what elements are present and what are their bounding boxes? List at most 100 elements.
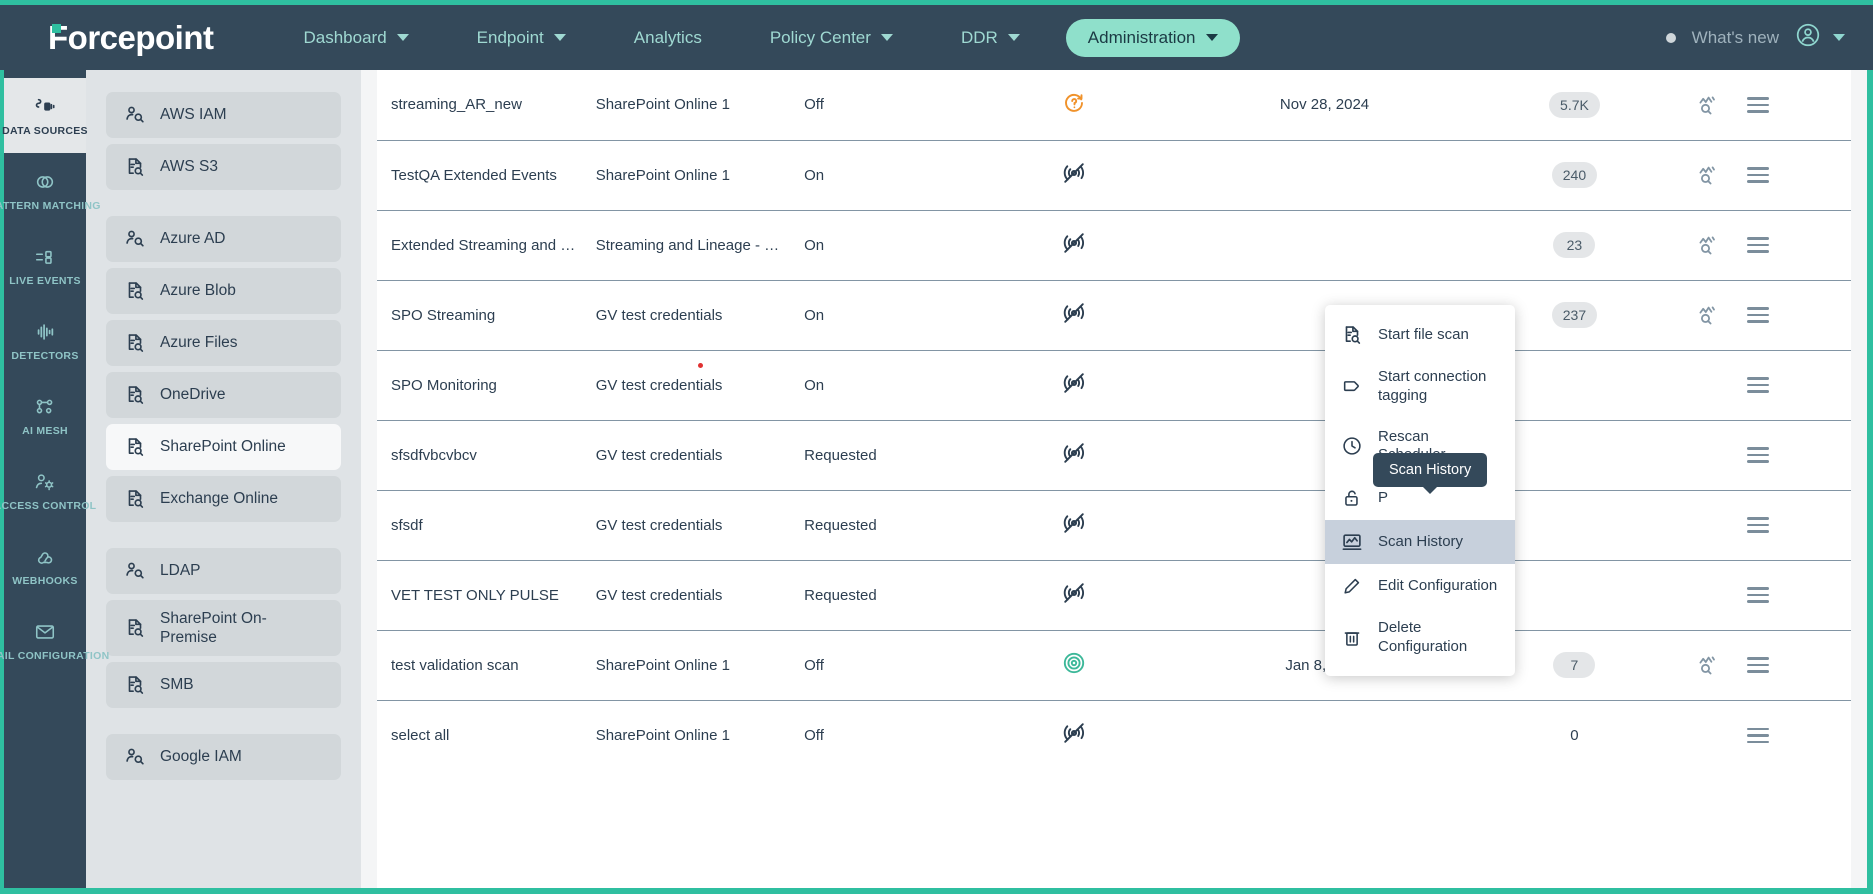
nav-right-group: What's new bbox=[1665, 22, 1845, 53]
row-state-cell: Requested bbox=[798, 419, 1001, 490]
row-credentials-cell: GV test credentials bbox=[589, 419, 799, 490]
sidebar-item-ai-mesh[interactable]: AI MESH bbox=[4, 378, 86, 453]
row-credentials-cell: SharePoint Online 1 bbox=[589, 699, 799, 770]
table-row[interactable]: sfsdfvbcvbcv GV test credentials Requested bbox=[377, 419, 1851, 490]
nav-item-ddr[interactable]: DDR bbox=[939, 19, 1042, 57]
chart-search-icon[interactable] bbox=[1697, 303, 1721, 327]
menu-item-start-file-scan[interactable]: Start file scan bbox=[1325, 313, 1515, 357]
row-menu-button[interactable] bbox=[1747, 233, 1770, 257]
data-source-item-google-iam[interactable]: Google IAM bbox=[106, 734, 341, 780]
row-credentials-label: GV test credentials bbox=[595, 376, 723, 394]
nav-item-administration[interactable]: Administration bbox=[1065, 18, 1240, 57]
data-source-group-divider bbox=[106, 714, 341, 734]
broadcast-off-icon bbox=[1062, 723, 1086, 749]
main-content: streaming_AR_new SharePoint Online 1 Off No… bbox=[361, 70, 1867, 888]
menu-item-start-connection-tagging[interactable]: Start connection tagging bbox=[1325, 357, 1515, 417]
data-source-item-label: SMB bbox=[160, 676, 194, 693]
data-source-item-label: Exchange Online bbox=[160, 490, 279, 507]
row-menu-button[interactable] bbox=[1747, 513, 1770, 537]
data-source-item-ldap[interactable]: LDAP bbox=[106, 548, 341, 594]
sidebar-item-webhooks[interactable]: WEBHOOKS bbox=[4, 528, 86, 603]
sidebar-item-access-control[interactable]: ACCESS CONTROL bbox=[0, 453, 96, 528]
menu-item-edit-configuration[interactable]: Edit Configuration bbox=[1325, 564, 1515, 608]
data-source-item-aws-s3[interactable]: AWS S3 bbox=[106, 144, 341, 190]
sidebar-item-detectors[interactable]: DETECTORS bbox=[4, 303, 86, 378]
row-credentials-cell: GV test credentials bbox=[589, 279, 799, 350]
alert-dot-icon bbox=[697, 362, 703, 368]
nav-item-label: Dashboard bbox=[303, 27, 387, 47]
row-menu-button[interactable] bbox=[1747, 163, 1770, 187]
sidebar-item-data-sources[interactable]: DATA SOURCES bbox=[2, 78, 88, 153]
row-menu-button[interactable] bbox=[1747, 93, 1770, 117]
nav-item-policy-center[interactable]: Policy Center bbox=[748, 19, 915, 57]
data-source-item-label: Azure Blob bbox=[160, 282, 236, 299]
row-name-cell: SPO Monitoring bbox=[377, 349, 590, 420]
row-credentials-cell: GV test credentials bbox=[589, 489, 799, 560]
data-source-item-smb[interactable]: SMB bbox=[106, 662, 341, 708]
row-state-cell: On bbox=[798, 279, 1001, 350]
user-search-icon bbox=[124, 104, 146, 126]
menu-item-scan-history[interactable]: Scan History bbox=[1325, 520, 1515, 564]
row-status-icon-cell bbox=[1000, 279, 1192, 350]
row-status-icon-cell bbox=[1000, 419, 1192, 490]
user-menu[interactable] bbox=[1795, 22, 1845, 53]
table-row[interactable]: select all SharePoint Online 1 Off 0 bbox=[377, 699, 1851, 770]
row-actions-cell bbox=[1691, 699, 1851, 770]
table-row[interactable]: SPO Monitoring GV test credentials On bbox=[377, 349, 1851, 420]
row-menu-button[interactable] bbox=[1747, 653, 1770, 677]
data-source-item-exchange-online[interactable]: Exchange Online bbox=[106, 476, 341, 522]
brand-logo[interactable]: Forcepoint bbox=[48, 19, 214, 57]
sidebar-item-live-events[interactable]: LIVE EVENTS bbox=[4, 228, 86, 303]
row-count-cell: 5.7K bbox=[1457, 70, 1691, 140]
chart-search-icon[interactable] bbox=[1697, 233, 1721, 257]
data-source-item-sharepoint-online[interactable]: SharePoint Online bbox=[106, 424, 341, 470]
data-source-item-sharepoint-on-premise[interactable]: SharePoint On-Premise bbox=[106, 600, 341, 656]
chart-search-icon[interactable] bbox=[1697, 163, 1721, 187]
nav-item-endpoint[interactable]: Endpoint bbox=[455, 19, 588, 57]
sidebar-item-label: LIVE EVENTS bbox=[9, 274, 81, 287]
data-source-group-divider bbox=[106, 196, 341, 216]
data-source-item-onedrive[interactable]: OneDrive bbox=[106, 372, 341, 418]
sidebar-item-pattern-matching[interactable]: PATTERN MATCHING bbox=[0, 153, 100, 228]
row-actions-cell bbox=[1691, 489, 1851, 560]
top-navigation-bar: Forcepoint Dashboard Endpoint Analytics Pol… bbox=[0, 5, 1873, 70]
nav-item-analytics[interactable]: Analytics bbox=[612, 19, 724, 57]
trash-icon bbox=[1341, 627, 1363, 649]
menu-item-delete-configuration[interactable]: Delete Configuration bbox=[1325, 608, 1515, 668]
row-menu-button[interactable] bbox=[1747, 373, 1770, 397]
data-source-item-azure-blob[interactable]: Azure Blob bbox=[106, 268, 341, 314]
chart-search-icon[interactable] bbox=[1697, 653, 1721, 677]
row-menu-button[interactable] bbox=[1747, 583, 1770, 607]
primary-sidebar: DATA SOURCES PATTERN MATCHING LIVE EVENTS D… bbox=[0, 70, 109, 888]
row-credentials-cell: Streaming and Lineage - … bbox=[589, 209, 799, 280]
detectors-icon bbox=[34, 319, 56, 345]
whats-new-link[interactable]: What's new bbox=[1691, 27, 1779, 47]
sidebar-item-email-configuration[interactable]: EMAIL CONFIGURATION bbox=[0, 603, 109, 678]
table-row[interactable]: TestQA Extended Events SharePoint Online … bbox=[377, 139, 1851, 210]
row-state-cell: Off bbox=[804, 96, 824, 114]
table-row[interactable]: sfsdf GV test credentials Requested bbox=[377, 489, 1851, 560]
table-row[interactable]: VET TEST ONLY PULSE GV test credentials Re… bbox=[377, 559, 1851, 630]
data-source-group-divider bbox=[106, 528, 341, 548]
menu-item-p[interactable]: P bbox=[1325, 476, 1515, 520]
row-menu-button[interactable] bbox=[1747, 443, 1770, 467]
nav-item-dashboard[interactable]: Dashboard bbox=[282, 19, 431, 57]
table-row[interactable]: streaming_AR_new SharePoint Online 1 Off No… bbox=[377, 70, 1851, 140]
table-row[interactable]: SPO Streaming GV test credentials On 237 bbox=[377, 279, 1851, 350]
data-source-item-azure-ad[interactable]: Azure AD bbox=[106, 216, 341, 262]
broadcast-on-icon bbox=[1062, 652, 1086, 679]
content-scrollbar[interactable] bbox=[1851, 70, 1867, 888]
data-source-item-aws-iam[interactable]: AWS IAM bbox=[106, 92, 341, 138]
menu-item-label: Start file scan bbox=[1378, 325, 1469, 343]
menu-item-label: Scan History bbox=[1378, 532, 1464, 550]
table-row[interactable]: Extended Streaming and … Streaming and Li… bbox=[377, 209, 1851, 280]
user-search-icon bbox=[124, 560, 146, 582]
row-menu-button[interactable] bbox=[1747, 724, 1770, 748]
row-name-cell: sfsdfvbcvbcv bbox=[377, 419, 590, 490]
row-menu-button[interactable] bbox=[1747, 303, 1770, 327]
data-source-item-azure-files[interactable]: Azure Files bbox=[106, 320, 341, 366]
row-credentials-cell: GV test credentials bbox=[589, 349, 799, 420]
table-row[interactable]: test validation scan SharePoint Online 1 O… bbox=[377, 629, 1851, 700]
chart-search-icon[interactable] bbox=[1697, 93, 1721, 117]
scan-configurations-table: streaming_AR_new SharePoint Online 1 Off No… bbox=[377, 70, 1851, 770]
